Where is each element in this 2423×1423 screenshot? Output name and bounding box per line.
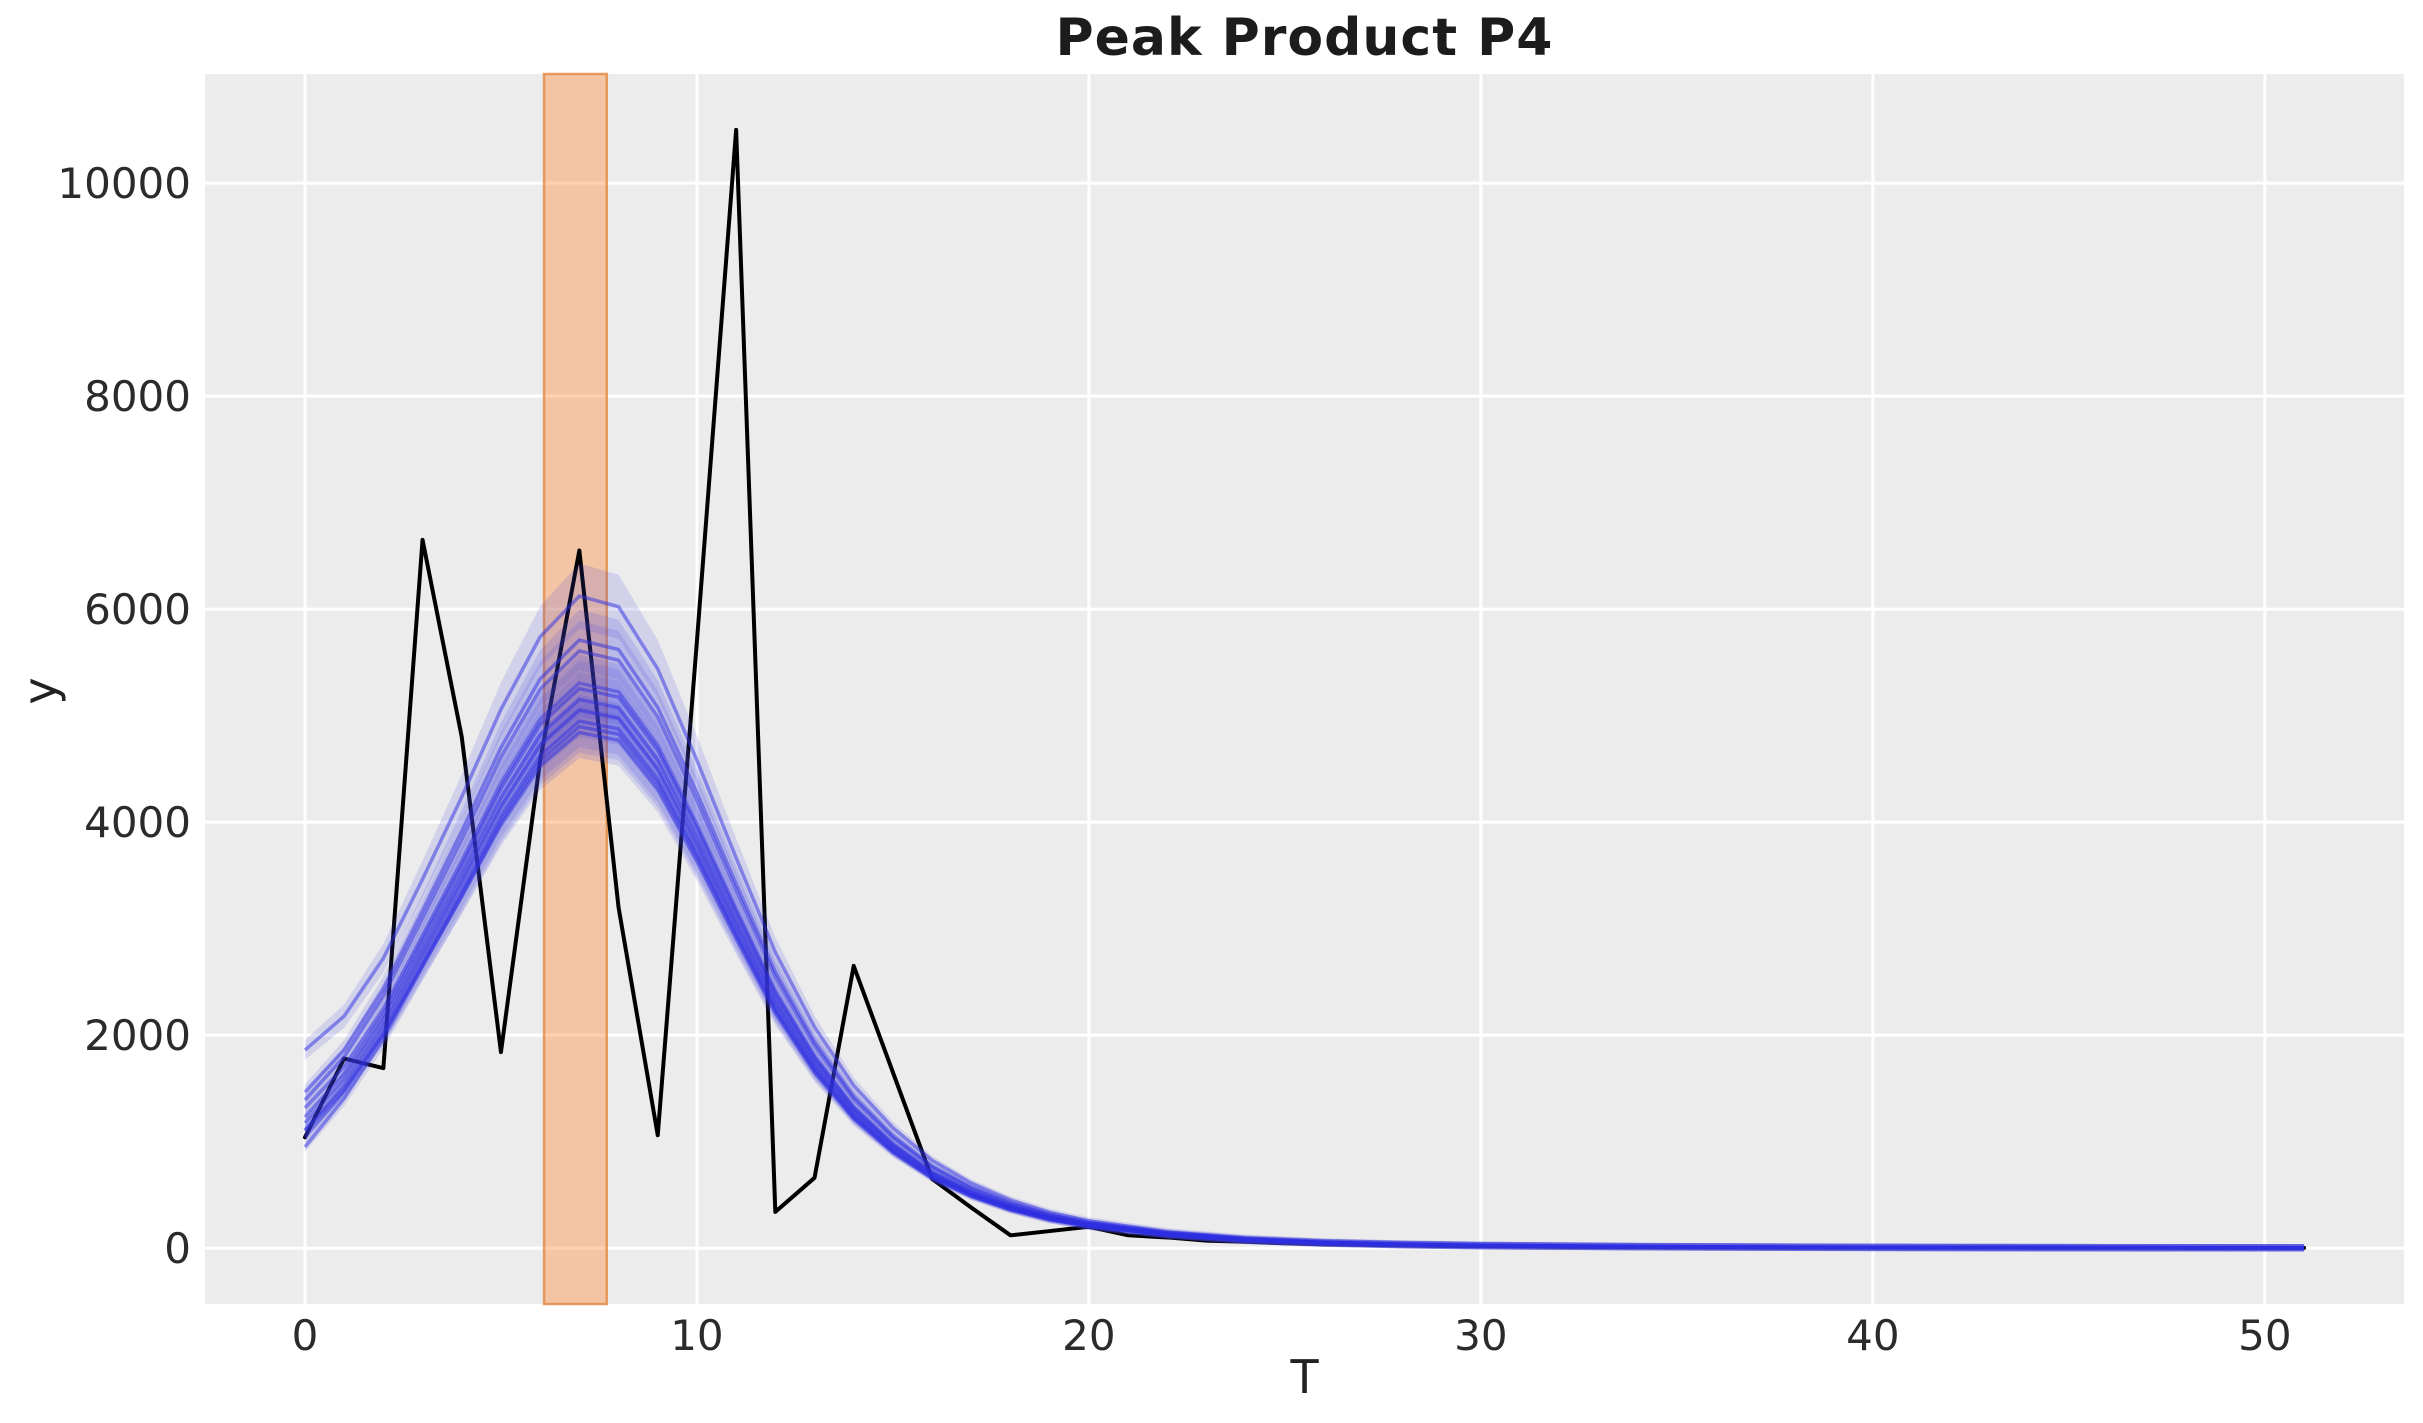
- y-tick-label: 0: [164, 1224, 191, 1273]
- x-tick-label: 30: [1454, 1311, 1507, 1360]
- x-tick-label: 50: [2238, 1311, 2291, 1360]
- x-tick-label: 40: [1846, 1311, 1899, 1360]
- y-axis-label: y: [13, 677, 67, 705]
- chart-title: Peak Product P4: [1055, 8, 1554, 68]
- y-tick-label: 4000: [84, 798, 191, 847]
- x-axis-label: T: [1290, 1350, 1319, 1404]
- x-tick-label: 10: [670, 1311, 723, 1360]
- x-tick-label: 20: [1062, 1311, 1115, 1360]
- y-tick-label: 2000: [84, 1011, 191, 1060]
- y-tick-label: 10000: [57, 159, 191, 208]
- ensemble-line: [303, 730, 2305, 1250]
- y-tick-label: 8000: [84, 372, 191, 421]
- x-tick-label: 0: [292, 1311, 319, 1360]
- y-tick-label: 6000: [84, 585, 191, 634]
